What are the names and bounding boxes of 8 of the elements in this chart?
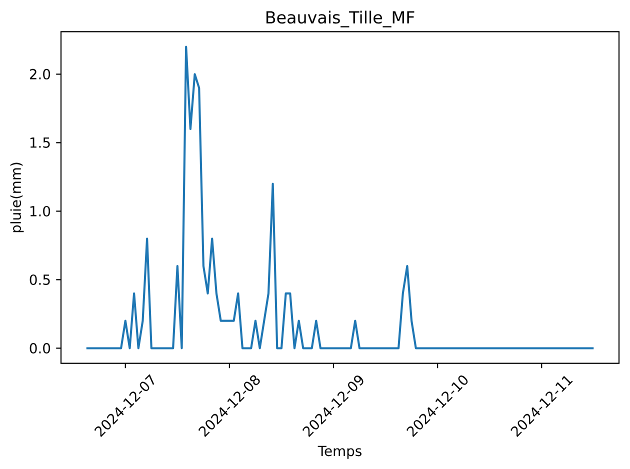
y-tick-label: 1.0 <box>30 206 50 216</box>
y-tick-label: 0.0 <box>30 342 50 354</box>
y-axis-title: pluie(mm) <box>10 162 24 232</box>
chart-title: Beauvais_Tille_MF <box>266 10 414 28</box>
y-tick-label: 1.5 <box>30 138 50 148</box>
y-tick-label: 2.0 <box>30 68 50 80</box>
x-axis-title: Temps <box>318 446 362 459</box>
y-tick-label: 0.5 <box>30 274 50 285</box>
